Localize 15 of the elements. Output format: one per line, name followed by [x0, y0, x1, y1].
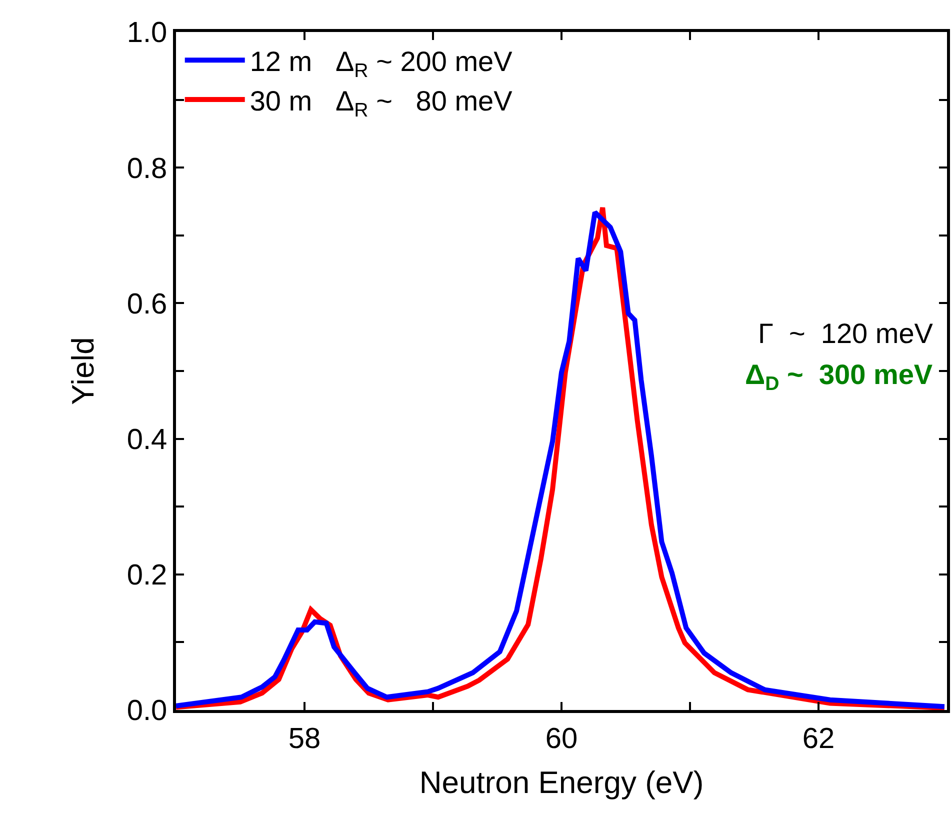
y-tick-label: 0.0: [126, 695, 168, 728]
y-tick-label: 1.0: [126, 17, 168, 50]
x-tick-label: 58: [288, 722, 321, 755]
x-tick-label: 62: [802, 722, 835, 755]
legend-label: 12 m Δ$_{R}$ ~ 200 meV: [250, 46, 513, 82]
x-tick-label: 60: [545, 722, 578, 755]
x-axis-title: Neutron Energy (eV): [419, 765, 704, 800]
annotation: Δ$_{D}$ ~ 300 meV: [745, 359, 933, 395]
y-axis-title: Yield: [66, 337, 101, 405]
y-tick-label: 0.4: [126, 424, 168, 456]
y-tick-label: 0.8: [126, 152, 168, 185]
legend-label: 30 m Δ$_{R}$ ~ 80 meV: [250, 85, 513, 122]
y-tick-label: 0.6: [126, 288, 168, 320]
y-tick-label: 0.2: [126, 560, 168, 592]
annotation: Γ ~ 120 meV: [758, 318, 934, 349]
